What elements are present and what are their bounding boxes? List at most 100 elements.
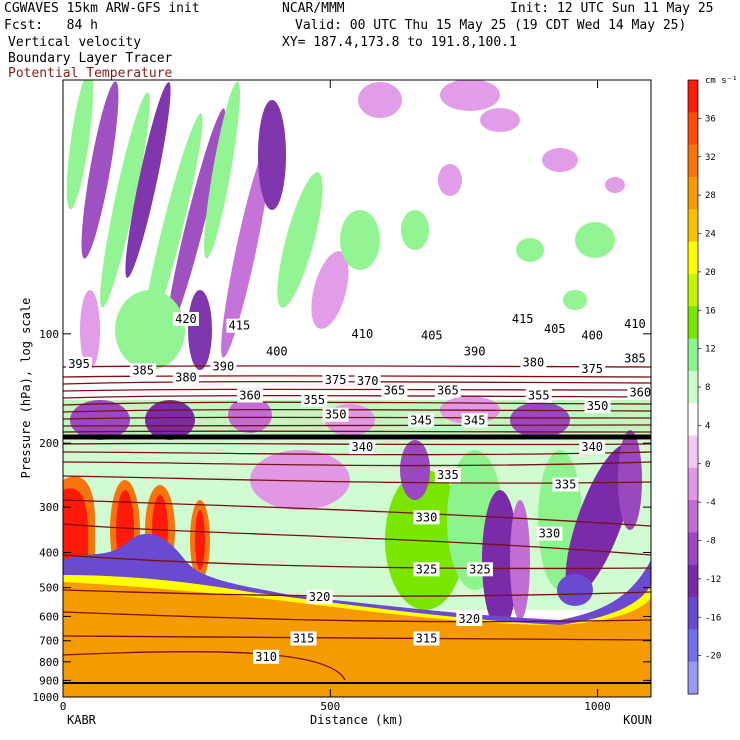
colorbar-swatch [688, 80, 698, 113]
contour-label: 350 [587, 399, 609, 413]
contour-label-bg [509, 311, 536, 326]
upper-wave-pattern [66, 80, 625, 370]
contour-label-bg [466, 562, 493, 577]
colorbar-tick-label: 12 [705, 345, 716, 355]
y-axis-label: Pressure (hPa), log scale [19, 298, 33, 479]
contour-label: 340 [581, 440, 603, 454]
contour-label-bg [579, 362, 606, 377]
contour-label-bg [172, 311, 199, 326]
colorbar-tick-label: 24 [705, 230, 716, 240]
y-tick-label: 600 [39, 610, 59, 623]
contour-label: 385 [624, 352, 646, 366]
contour-label-bg [461, 344, 488, 359]
contour-label: 415 [512, 312, 534, 326]
x-tick-label: 1000 [584, 700, 611, 713]
contour-label-bg [434, 383, 461, 398]
colorbar-units: cm s⁻¹ [705, 76, 738, 86]
x-axis-label: Distance (km) [310, 713, 404, 727]
colorbar-swatch [688, 435, 698, 469]
colorbar-swatch [688, 597, 698, 630]
contour-label-bg [263, 344, 290, 359]
header-fcst: Fcst: 84 h [4, 18, 98, 33]
contour-label-bg [130, 363, 157, 378]
contour-label-bg [621, 351, 648, 366]
contour-label: 365 [384, 383, 406, 397]
plot-area [63, 80, 651, 697]
contour-label: 390 [464, 345, 486, 359]
contour-label-bg [349, 326, 376, 341]
colorbar: 36 32 28 24 20 16 12 8 4 0 -4 -8 -12 -16 -20 [687, 79, 721, 695]
colorbar-swatch [688, 532, 698, 566]
contour-label: 320 [309, 590, 331, 604]
x-end-station: KOUN [623, 713, 652, 727]
colorbar-swatch [688, 370, 698, 404]
contour-label-bg [322, 407, 349, 422]
y-tick-label: 300 [39, 501, 59, 514]
colorbar-swatch [688, 338, 698, 372]
y-tick-label: 800 [39, 656, 59, 669]
contour-label: 410 [624, 317, 646, 331]
colorbar-swatch [688, 209, 698, 243]
colorbar-tick-label: 32 [705, 153, 716, 163]
x-start-station: KABR [67, 713, 97, 727]
contour-label-bg [237, 388, 264, 403]
contour-label: 315 [416, 631, 438, 645]
colorbar-tick-label: 20 [705, 268, 716, 278]
contour-label: 330 [416, 510, 438, 524]
contour-label-bg [525, 388, 552, 403]
contour-label: 355 [303, 393, 325, 407]
colorbar-swatch [688, 273, 698, 307]
contour-label: 410 [352, 327, 374, 341]
colorbar-tick-label: 0 [705, 460, 710, 470]
contour-label: 375 [581, 362, 603, 376]
y-tick-label: 200 [39, 437, 59, 450]
contour-label: 350 [325, 408, 347, 422]
header-field-1: Vertical velocity [8, 35, 142, 50]
colorbar-tick-label: 28 [705, 191, 716, 201]
contour-label: 330 [539, 527, 561, 541]
colorbar-tick-label: 36 [705, 114, 716, 124]
contour-label-bg [290, 631, 317, 646]
colorbar-tick-label: -8 [705, 537, 716, 547]
colorbar-swatch [688, 500, 698, 533]
colorbar-swatch [688, 661, 698, 695]
contour-label: 345 [410, 413, 432, 427]
contour-label-bg [621, 317, 648, 332]
contour-label: 365 [437, 383, 459, 397]
header-model: CGWAVES 15km ARW-GFS init [4, 1, 200, 16]
contour-label: 380 [175, 371, 197, 385]
contour-label: 405 [421, 328, 443, 342]
contour-label: 385 [132, 363, 154, 377]
colorbar-swatch [688, 467, 698, 501]
y-tick-label: 100 [39, 328, 59, 341]
header-xy: XY= 187.4,173.8 to 191.8,100.1 [282, 35, 517, 50]
contour-label-bg [354, 374, 381, 389]
colorbar-swatch [688, 564, 698, 598]
colorbar-swatch [688, 112, 698, 146]
contour-label: 390 [213, 359, 235, 373]
contour-label: 340 [352, 440, 374, 454]
contour-label-bg [306, 589, 333, 604]
contour-label-bg [226, 318, 253, 333]
contour-label-bg [381, 383, 408, 398]
contour-label: 380 [523, 356, 545, 370]
y-tick-label: 900 [39, 674, 59, 687]
plot-frame [62, 79, 652, 698]
colorbar-swatch [688, 403, 698, 436]
x-axis-ticks: 0 500 1000 [60, 80, 611, 713]
colorbar-tick-label: -4 [705, 498, 716, 508]
surface-layer [63, 582, 651, 697]
colorbar-tick-label: 16 [705, 306, 716, 316]
contour-label: 355 [528, 389, 550, 403]
y-tick-label: 700 [39, 635, 59, 648]
contour-label: 335 [437, 468, 459, 482]
contour-label-bg [434, 468, 461, 483]
contour-label: 405 [544, 322, 566, 336]
y-tick-label: 400 [39, 546, 59, 559]
contour-label-bg [579, 328, 606, 343]
colorbar-swatch [688, 306, 698, 340]
colorbar-tick-label: 4 [705, 421, 710, 431]
contour-label: 360 [629, 385, 651, 399]
header-field-2: Boundary Layer Tracer [8, 51, 173, 66]
contour-label-bg [579, 440, 606, 455]
